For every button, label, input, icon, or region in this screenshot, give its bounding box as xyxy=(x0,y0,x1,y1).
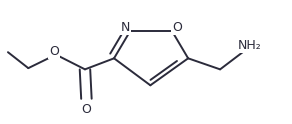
Text: O: O xyxy=(81,103,91,116)
Text: NH₂: NH₂ xyxy=(238,39,262,52)
Text: O: O xyxy=(173,21,182,34)
Text: N: N xyxy=(121,21,130,34)
Text: O: O xyxy=(49,45,59,58)
